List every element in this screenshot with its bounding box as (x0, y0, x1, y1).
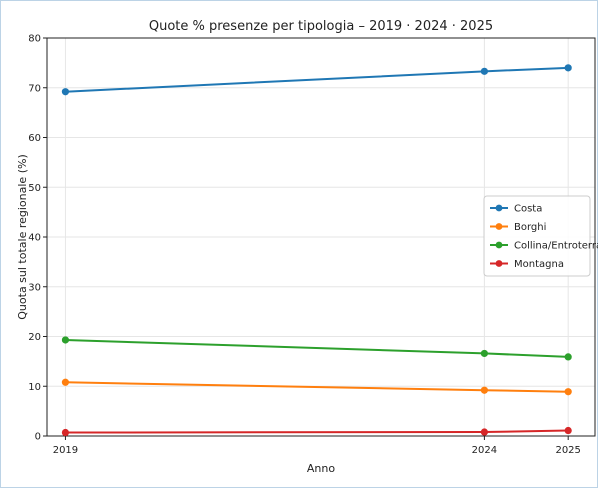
legend-label: Costa (514, 204, 542, 215)
y-tick-label: 20 (28, 332, 41, 343)
legend-label: Borghi (514, 222, 546, 233)
y-axis: 0 10 20 30 40 50 60 70 80 (28, 34, 47, 443)
data-point-montagna (564, 426, 572, 435)
series-line-montagna (65, 429, 569, 434)
data-point-borghi (564, 388, 572, 396)
legend-label: Collina/Entroterra (514, 241, 598, 252)
data-point-costa (480, 67, 488, 75)
y-tick-label: 10 (28, 382, 41, 393)
y-axis-label: Quota sul totale regionale (%) (16, 154, 29, 319)
data-point-borghi (480, 386, 488, 394)
data-point-borghi (61, 378, 70, 386)
y-tick-label: 60 (28, 133, 41, 144)
data-point-costa (564, 64, 572, 72)
y-tick-label: 30 (28, 282, 41, 293)
series-collina-entroterra (61, 336, 572, 361)
series-montagna (61, 426, 572, 437)
y-tick-label: 0 (35, 432, 41, 443)
y-tick-label: 40 (28, 233, 41, 244)
y-tick-label: 80 (28, 34, 41, 45)
series-line-collina-entroterra (65, 338, 569, 358)
series-line-borghi (65, 381, 569, 393)
data-point-costa (61, 88, 70, 96)
legend-swatch-marker (495, 260, 503, 267)
legend-label: Montagna (514, 259, 564, 270)
data-point-montagna (61, 428, 70, 437)
y-tick-label: 70 (28, 83, 41, 94)
legend-swatch-marker (495, 241, 503, 249)
x-tick-label: 2019 (53, 445, 78, 456)
y-tick-label: 50 (28, 183, 41, 194)
x-tick-label: 2025 (555, 445, 580, 456)
data-point-montagna (480, 428, 488, 436)
legend-swatch-marker (495, 204, 503, 212)
x-axis-label: Anno (307, 462, 335, 475)
series-costa (61, 64, 572, 96)
legend-swatch-marker (495, 223, 503, 230)
data-point-collina-entroterra (61, 336, 70, 344)
x-tick-label: 2024 (472, 445, 497, 456)
chart-title: Quote % presenze per tipologia – 2019 · … (149, 19, 493, 34)
series-layer (61, 64, 572, 437)
legend: Costa Borghi Collina/Entroterra Montagna (483, 195, 598, 277)
x-axis: 2019 2024 2025 (53, 436, 581, 456)
series-borghi (61, 378, 572, 396)
legend-box (483, 195, 591, 277)
data-point-collina-entroterra (480, 349, 488, 358)
data-point-collina-entroterra (564, 353, 572, 361)
